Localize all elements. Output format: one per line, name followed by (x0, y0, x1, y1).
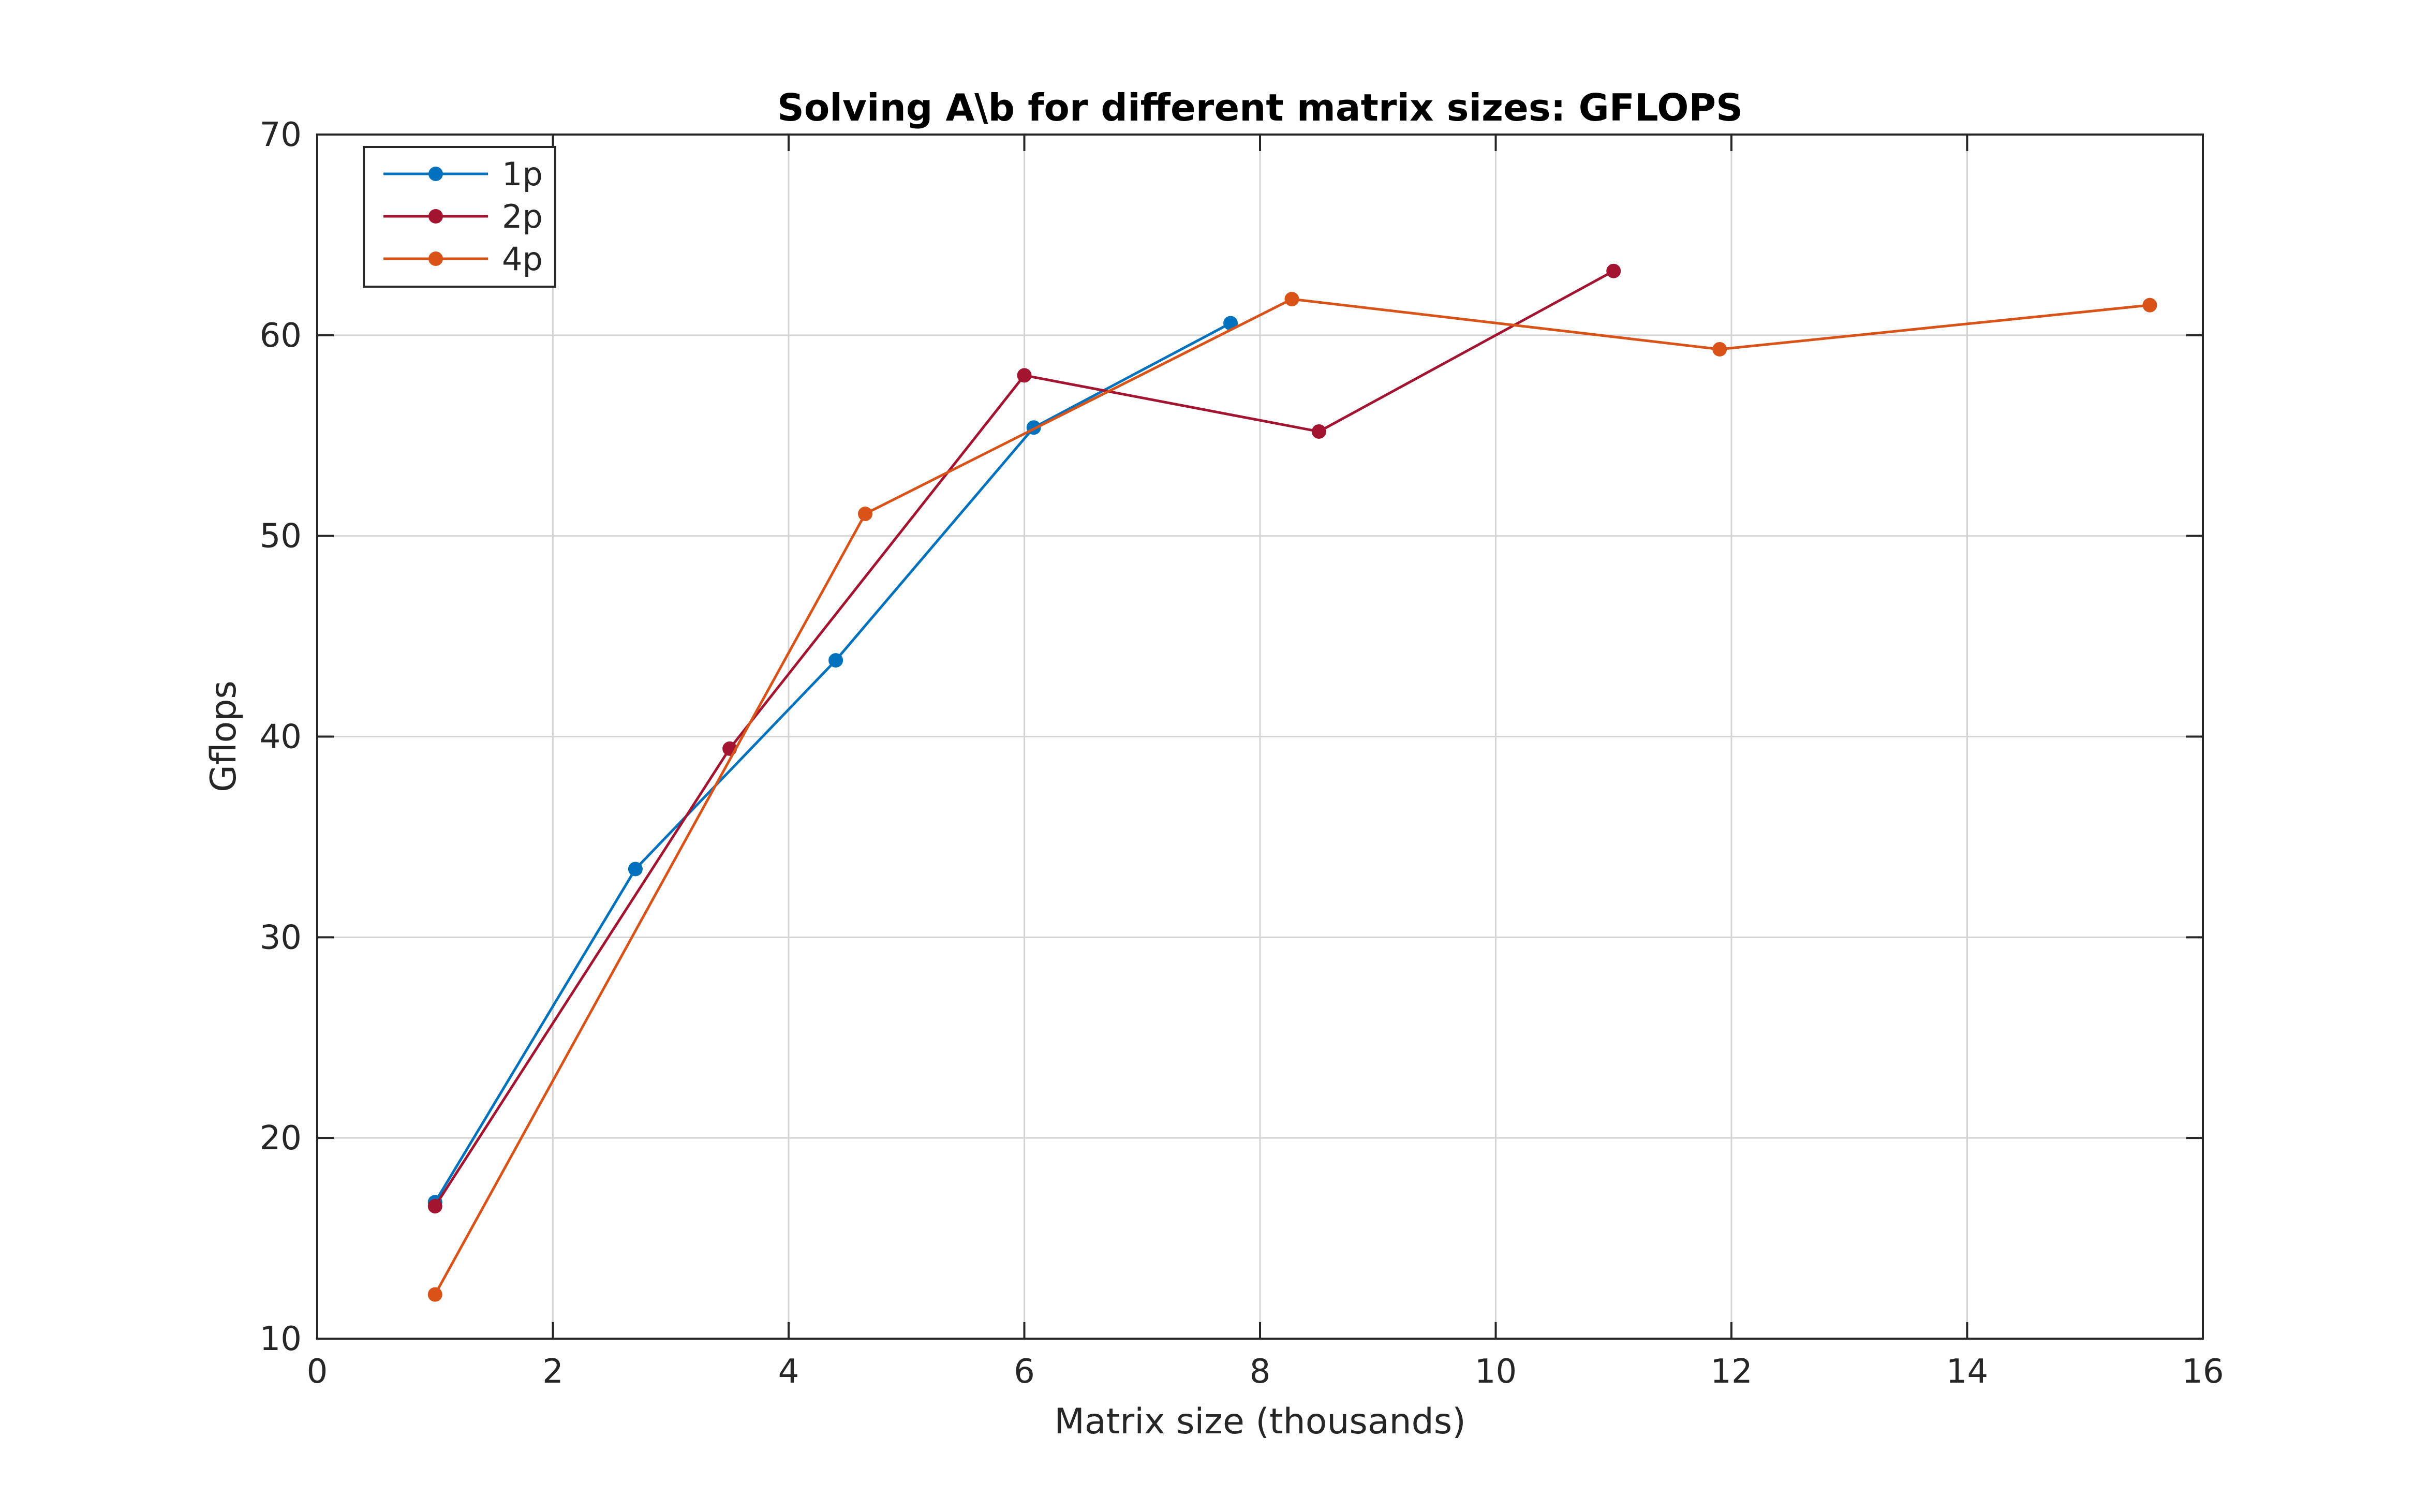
data-point-4p (2142, 298, 2157, 313)
chart-title: Solving A\b for different matrix sizes: … (777, 86, 1743, 129)
y-tick-label: 20 (260, 1119, 302, 1158)
x-tick-label: 12 (1710, 1353, 1752, 1391)
legend-marker-1p (428, 167, 443, 181)
legend-marker-2p (428, 209, 443, 224)
data-point-2p (1311, 424, 1326, 439)
legend-label-2p: 2p (502, 198, 543, 235)
y-tick-label: 50 (260, 517, 302, 556)
axis-ticks: 0 2 4 6 8 10 12 14 16 10 20 30 40 50 60 70 (260, 116, 2224, 1391)
legend-marker-4p (428, 251, 443, 266)
x-tick-label: 2 (542, 1353, 564, 1391)
data-point-4p (858, 507, 873, 522)
x-tick-label: 10 (1475, 1353, 1517, 1391)
data-point-2p (427, 1199, 442, 1214)
series-4p (427, 292, 2157, 1302)
legend: 1p 2p 4p (363, 146, 556, 288)
y-tick-label: 30 (260, 918, 302, 957)
data-point-1p (828, 653, 843, 668)
data-point-4p (427, 1287, 442, 1302)
y-tick-label: 10 (260, 1320, 302, 1358)
plot-series (427, 263, 2157, 1302)
x-tick-label: 14 (1946, 1353, 1988, 1391)
x-tick-label: 16 (2182, 1353, 2224, 1391)
data-point-4p (1712, 342, 1727, 357)
data-point-1p (628, 862, 643, 877)
y-axis-label: Gflops (203, 680, 244, 792)
data-point-4p (1284, 292, 1299, 307)
y-tick-label: 40 (260, 718, 302, 757)
x-tick-label: 8 (1250, 1353, 1271, 1391)
x-axis-label: Matrix size (thousands) (1054, 1401, 1465, 1442)
x-tick-label: 0 (307, 1353, 328, 1391)
series-2p (427, 263, 1621, 1214)
data-point-2p (1606, 263, 1621, 278)
x-tick-label: 6 (1014, 1353, 1035, 1391)
y-tick-label: 60 (260, 317, 302, 355)
legend-label-4p: 4p (502, 240, 543, 278)
legend-label-1p: 1p (502, 155, 543, 193)
data-point-2p (1017, 368, 1032, 383)
x-tick-label: 4 (778, 1353, 799, 1391)
y-tick-label: 70 (260, 116, 302, 154)
